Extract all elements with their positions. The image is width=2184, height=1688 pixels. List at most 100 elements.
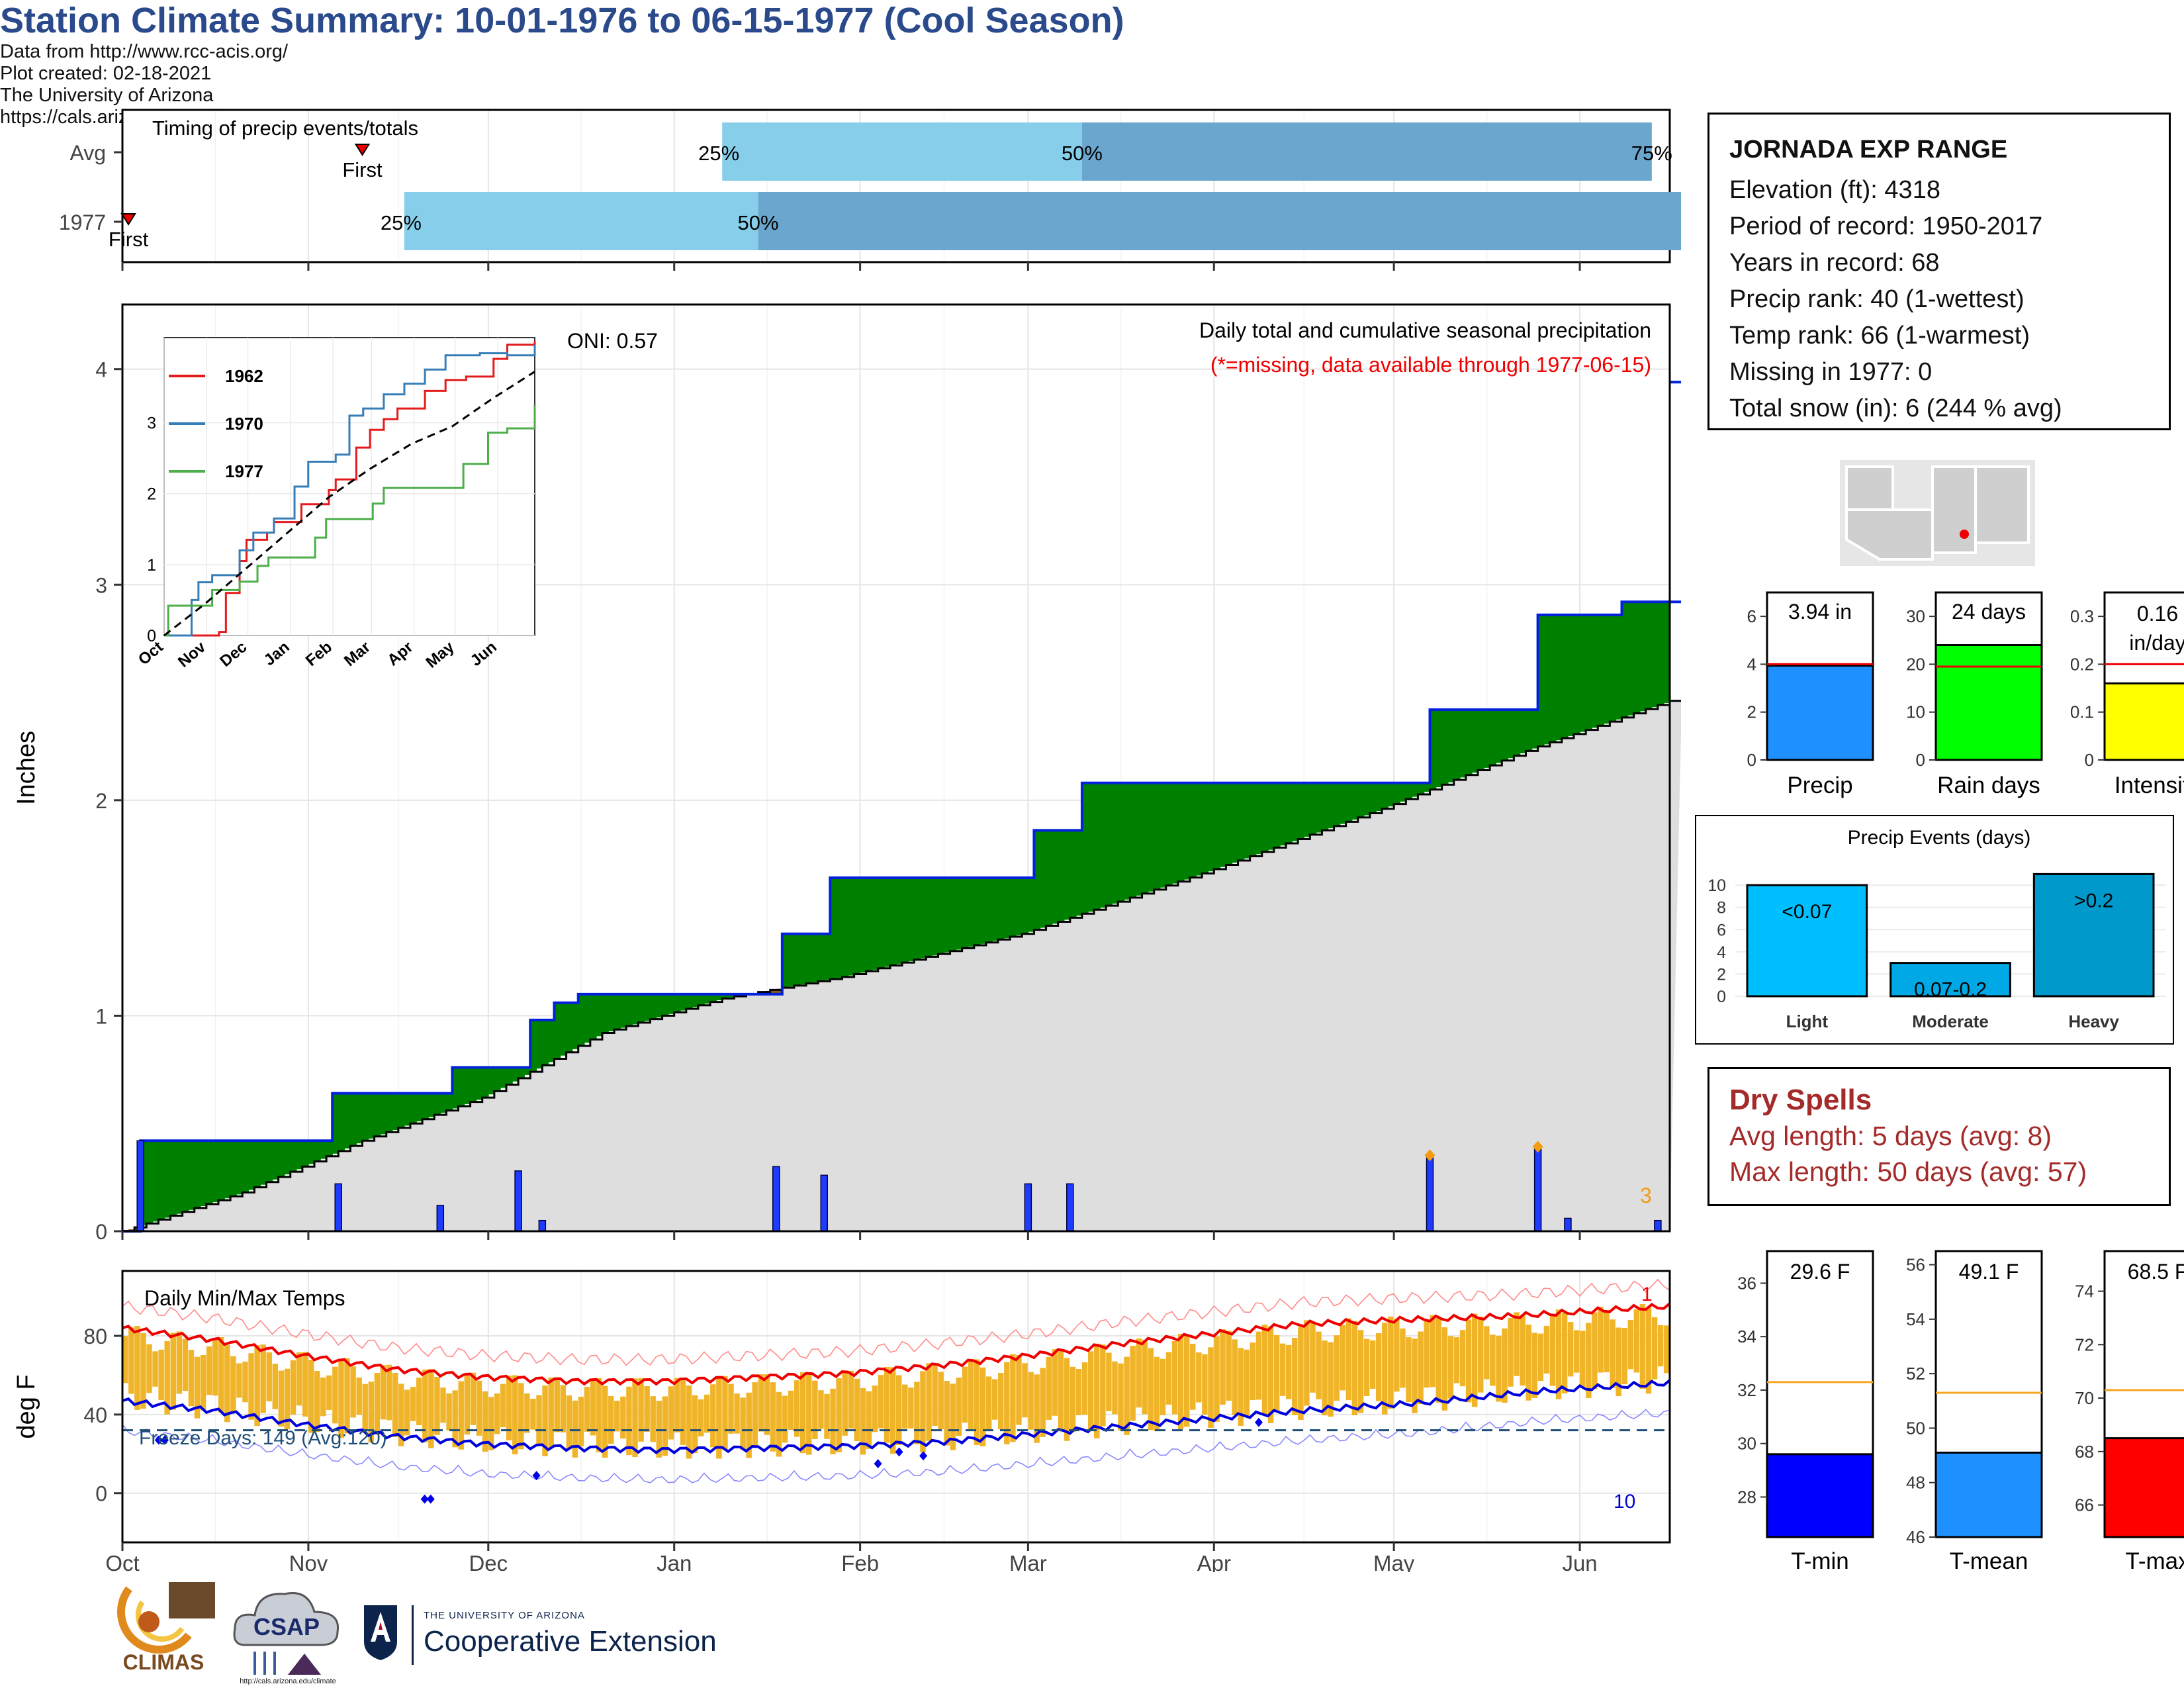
surplus-fill	[260, 1141, 267, 1185]
y-tick-label: 40	[83, 1403, 107, 1427]
temp-summary-tick: 70	[2075, 1388, 2094, 1408]
surplus-fill	[1202, 782, 1209, 874]
daily-temp-bar	[824, 1393, 830, 1439]
daily-temp-bar	[254, 1345, 260, 1427]
surplus-fill	[788, 933, 795, 987]
surplus-fill	[1010, 878, 1017, 937]
temp-summary-bar	[1934, 1451, 2043, 1538]
daily-temp-bar	[1106, 1352, 1112, 1411]
surplus-fill	[158, 1141, 165, 1220]
surplus-fill	[536, 1019, 543, 1069]
daily-temp-bar	[818, 1390, 824, 1429]
record-low-marker	[532, 1470, 541, 1480]
credit-line: Data from http://www.rcc-acis.org/	[0, 41, 289, 62]
daily-temp-bar	[1052, 1349, 1058, 1416]
dry-spells-heading: Dry Spells	[1729, 1084, 1872, 1116]
surplus-fill	[932, 878, 939, 956]
daily-temp-bar	[938, 1372, 944, 1430]
daily-temp-bar	[1183, 1335, 1190, 1427]
daily-temp-bar	[1160, 1358, 1166, 1415]
surplus-fill	[542, 1019, 549, 1066]
surplus-fill	[1375, 782, 1383, 812]
surplus-fill	[656, 994, 663, 1018]
inset-legend-label: 1962	[225, 366, 263, 386]
surplus-fill	[1196, 782, 1203, 876]
summary-value: 3.94 in	[1788, 600, 1852, 624]
surplus-fill	[1531, 710, 1539, 749]
inset-series-line	[164, 344, 536, 637]
temp-summary-value: 68.5 F	[2128, 1260, 2184, 1284]
surplus-fill	[584, 994, 591, 1043]
record-low-marker	[895, 1447, 903, 1457]
daily-temp-bar	[896, 1375, 902, 1445]
temp-summary-label: T-min	[1791, 1548, 1849, 1574]
surplus-fill	[1177, 782, 1185, 882]
temp-ylabel: deg F	[13, 1374, 40, 1438]
daily-temp-bar	[476, 1380, 482, 1436]
daily-temp-bar	[1040, 1368, 1046, 1437]
daily-temp-bar	[158, 1349, 164, 1400]
surplus-fill	[1022, 878, 1029, 934]
daily-temp-bar	[950, 1383, 956, 1450]
daily-temp-bar	[878, 1375, 884, 1429]
surplus-fill	[368, 1093, 375, 1139]
events-bar-label: 0.07-0.2	[1914, 979, 1987, 1001]
surplus-fill	[464, 1067, 471, 1104]
daily-temp-bar	[758, 1374, 764, 1432]
timing-bar-late	[758, 192, 1681, 250]
timing-panel: Timing of precip events/totals Avg 25% 50%…	[59, 109, 1681, 271]
surplus-fill	[1004, 878, 1011, 939]
inset-series-line	[163, 371, 535, 637]
surplus-fill	[638, 994, 645, 1023]
daily-temp-bar	[272, 1364, 279, 1409]
events-bar	[2032, 872, 2155, 998]
daily-temp-bar	[776, 1391, 782, 1457]
surplus-fill	[902, 878, 909, 963]
surplus-fill	[356, 1093, 363, 1144]
daily-temp-bar	[1598, 1307, 1604, 1373]
daily-temp-bar	[884, 1366, 890, 1443]
daily-temp-bar	[1574, 1330, 1580, 1373]
daily-temp-bar	[1502, 1328, 1508, 1403]
csap-text: CSAP	[253, 1613, 320, 1640]
daily-temp-bar	[1567, 1322, 1574, 1377]
surplus-fill	[554, 1002, 561, 1059]
daily-temp-bar	[1046, 1356, 1052, 1420]
surplus-fill	[1382, 782, 1388, 809]
daily-temp-bar	[1363, 1338, 1370, 1396]
summary-value: 24 days	[1952, 600, 2026, 624]
events-bar-label: <0.07	[1782, 901, 1832, 923]
surplus-fill	[680, 994, 687, 1011]
daily-temp-bar	[1118, 1363, 1124, 1430]
temp-summary-tick: 36	[1737, 1273, 1756, 1293]
temp-summary-tick: 56	[1906, 1255, 1925, 1275]
surplus-fill	[578, 994, 585, 1046]
surplus-fill	[710, 994, 717, 1002]
daily-temp-bar	[524, 1393, 530, 1433]
timing-p25: 25%	[698, 142, 739, 165]
y-tick-label: 4	[95, 358, 107, 382]
daily-temp-bar	[1496, 1335, 1502, 1402]
daily-temp-bar	[596, 1378, 602, 1452]
extreme-marker	[1532, 1141, 1543, 1153]
temp-summary-value: 49.1 F	[1959, 1260, 2019, 1284]
surplus-fill	[1232, 782, 1239, 863]
summary-label: Precip	[1787, 773, 1852, 798]
daily-temp-bar	[530, 1399, 536, 1430]
temp-summary-bars: 28 30 32 34 36 29.6 F T-min 46 48 50 52 54 56 49.1 F T…	[1737, 1250, 2184, 1574]
temp-summary-tick: 32	[1737, 1380, 1756, 1400]
surplus-fill	[1081, 782, 1089, 914]
events-bar-label: >0.2	[2074, 890, 2113, 912]
daily-temp-bar	[446, 1393, 452, 1430]
surplus-fill	[668, 994, 675, 1014]
daily-temp-bar	[698, 1399, 704, 1436]
daily-temp-bar	[494, 1393, 500, 1434]
daily-temp-bar	[212, 1338, 218, 1396]
daily-temp-bar	[1034, 1374, 1040, 1443]
surplus-fill	[1112, 782, 1119, 904]
daily-precip-bar	[538, 1219, 547, 1232]
record-low-line	[122, 1409, 1670, 1483]
daily-temp-bar	[1514, 1312, 1520, 1376]
temp-summary-tick: 72	[2075, 1335, 2094, 1354]
surplus-fill	[1543, 614, 1551, 745]
